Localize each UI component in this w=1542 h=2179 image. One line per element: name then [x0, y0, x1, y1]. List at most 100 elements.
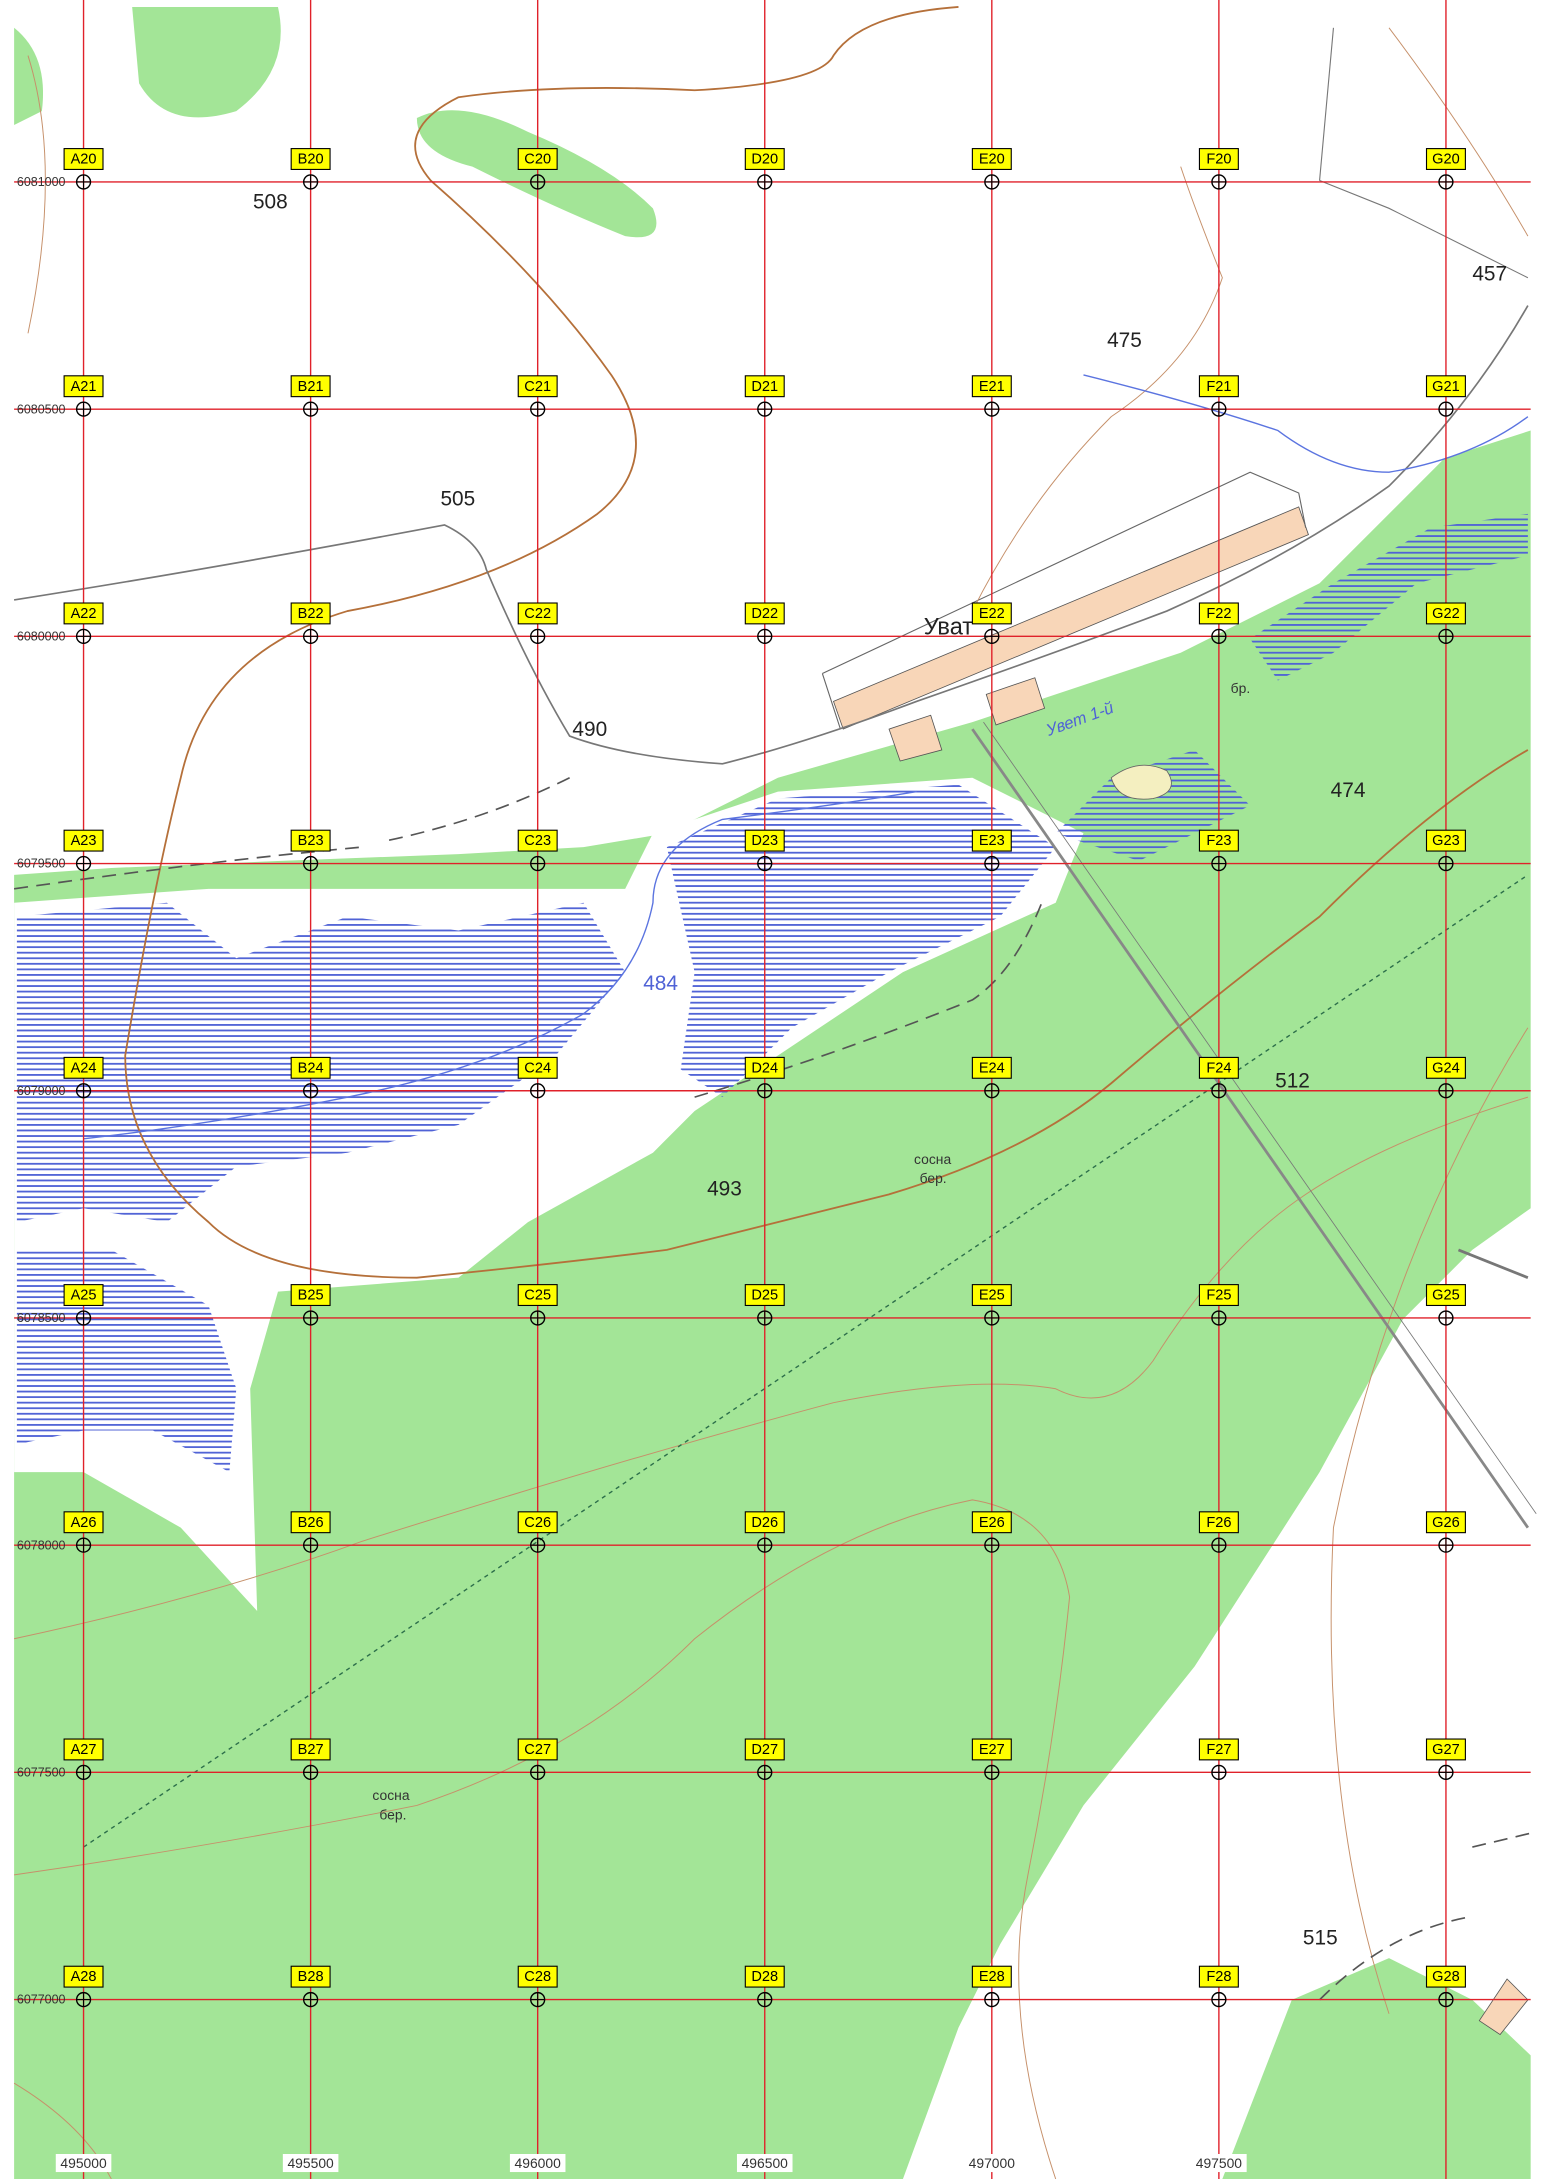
northing-label: 6077000: [17, 1993, 66, 2007]
cell-label-box: [290, 1965, 331, 1988]
cell-label-box: [971, 1056, 1012, 1079]
cell-label: G21: [1432, 379, 1460, 395]
elevation: 490: [572, 718, 607, 741]
power-line: [83, 874, 1529, 1848]
elevation: 475: [1107, 329, 1142, 352]
cell-label: D23: [751, 833, 778, 849]
cell-label-box: [971, 148, 1012, 170]
cell-label: F28: [1206, 1969, 1231, 1985]
cell-label: A20: [71, 152, 97, 168]
cell-label-box: [63, 1965, 104, 1988]
cell-label: F21: [1206, 379, 1231, 395]
cell-label-box: [1198, 148, 1239, 170]
easting-label-box: [964, 2154, 1020, 2173]
forest-label: сосна: [372, 1787, 409, 1803]
easting-label: 497000: [969, 2155, 1016, 2171]
cell-label: G24: [1432, 1060, 1460, 1076]
easting-label-box: [1191, 2154, 1247, 2173]
cell-label-box: [744, 375, 785, 398]
cell-label-box: [290, 1056, 331, 1079]
cell-label-box: [63, 1511, 104, 1534]
easting-label: 496500: [742, 2155, 789, 2171]
cell-label-box: [744, 1284, 785, 1307]
contours: [13, 6, 1529, 2179]
cell-label: G28: [1432, 1969, 1460, 1985]
grid-labels: A20 B20 C20 D20 E20 F20 G20 A21 B21 C21 D21 E21 F21 G…: [17, 148, 1466, 2173]
cell-label: G26: [1432, 1515, 1460, 1531]
cell-label: C26: [524, 1515, 551, 1531]
cell-label: D22: [751, 606, 778, 622]
cell-label: E28: [979, 1969, 1005, 1985]
cell-label: A26: [71, 1515, 97, 1531]
cell-label-box: [1425, 148, 1466, 170]
cell-label-box: [971, 829, 1012, 852]
cell-label: E27: [979, 1742, 1005, 1758]
cell-label: B22: [298, 606, 324, 622]
elevation: 512: [1275, 1069, 1310, 1092]
cell-label-box: [517, 375, 558, 398]
cell-label-box: [1425, 1056, 1466, 1079]
elevation: 484: [643, 972, 678, 995]
easting-label-box: [55, 2154, 112, 2173]
cell-label-box: [971, 375, 1012, 398]
cell-label-box: [290, 829, 331, 852]
northing-label: 6079000: [17, 1084, 66, 1098]
track: [13, 776, 1531, 2001]
cell-label: E22: [979, 606, 1005, 622]
cell-label: E26: [979, 1515, 1005, 1531]
elevation: 474: [1331, 779, 1366, 802]
cell-label-box: [290, 1738, 331, 1761]
forest: [14, 27, 44, 125]
cell-label-box: [971, 1965, 1012, 1988]
easting-label: 496000: [515, 2155, 562, 2171]
stream: [83, 374, 1529, 1140]
lake: [1110, 764, 1172, 800]
elevation: 493: [707, 1178, 742, 1201]
cell-label: C25: [524, 1288, 551, 1304]
cell-label-box: [744, 1511, 785, 1534]
cell-label-box: [744, 148, 785, 170]
cell-label: C24: [524, 1060, 551, 1076]
forest-label: бер.: [379, 1806, 406, 1822]
cell-label: F24: [1206, 1060, 1231, 1076]
elevation: 457: [1472, 263, 1507, 286]
cell-label-box: [290, 375, 331, 398]
cell-label: G23: [1432, 833, 1460, 849]
elevation: 508: [253, 190, 288, 213]
cell-label-box: [1425, 375, 1466, 398]
cell-label: B26: [298, 1515, 324, 1531]
cell-label-box: [971, 602, 1012, 625]
cell-label: G27: [1432, 1742, 1460, 1758]
elevation: 505: [440, 488, 475, 511]
cell-label: C21: [524, 379, 551, 395]
cell-label: D25: [751, 1288, 778, 1304]
cell-label: A24: [71, 1060, 97, 1076]
cell-label-box: [1425, 1511, 1466, 1534]
cell-label-box: [290, 148, 331, 170]
northing-label: 6079500: [17, 857, 66, 871]
cell-label-box: [63, 829, 104, 852]
cell-label-box: [63, 375, 104, 398]
marsh-hatch: [1250, 513, 1528, 681]
cell-label: D27: [751, 1742, 778, 1758]
settlement-name: Уват: [924, 615, 974, 641]
cell-label: F25: [1206, 1288, 1231, 1304]
cell-label-box: [744, 829, 785, 852]
cell-label: D26: [751, 1515, 778, 1531]
cell-label-box: [1425, 602, 1466, 625]
cell-label-box: [517, 148, 558, 170]
cell-label-box: [1425, 1965, 1466, 1988]
northing-label: 6077500: [17, 1766, 66, 1780]
cell-label-box: [290, 1511, 331, 1534]
settlement: [832, 506, 1529, 2036]
northing-label: 6080000: [17, 630, 66, 644]
cell-label: B20: [298, 152, 324, 168]
cell-label: C23: [524, 833, 551, 849]
cell-label-box: [744, 1965, 785, 1988]
roads: [13, 27, 1537, 1529]
cell-label-box: [63, 148, 104, 170]
easting-label-box: [736, 2154, 793, 2173]
cell-label: B28: [298, 1969, 324, 1985]
cell-label-box: [1425, 1284, 1466, 1307]
cell-label-box: [517, 829, 558, 852]
